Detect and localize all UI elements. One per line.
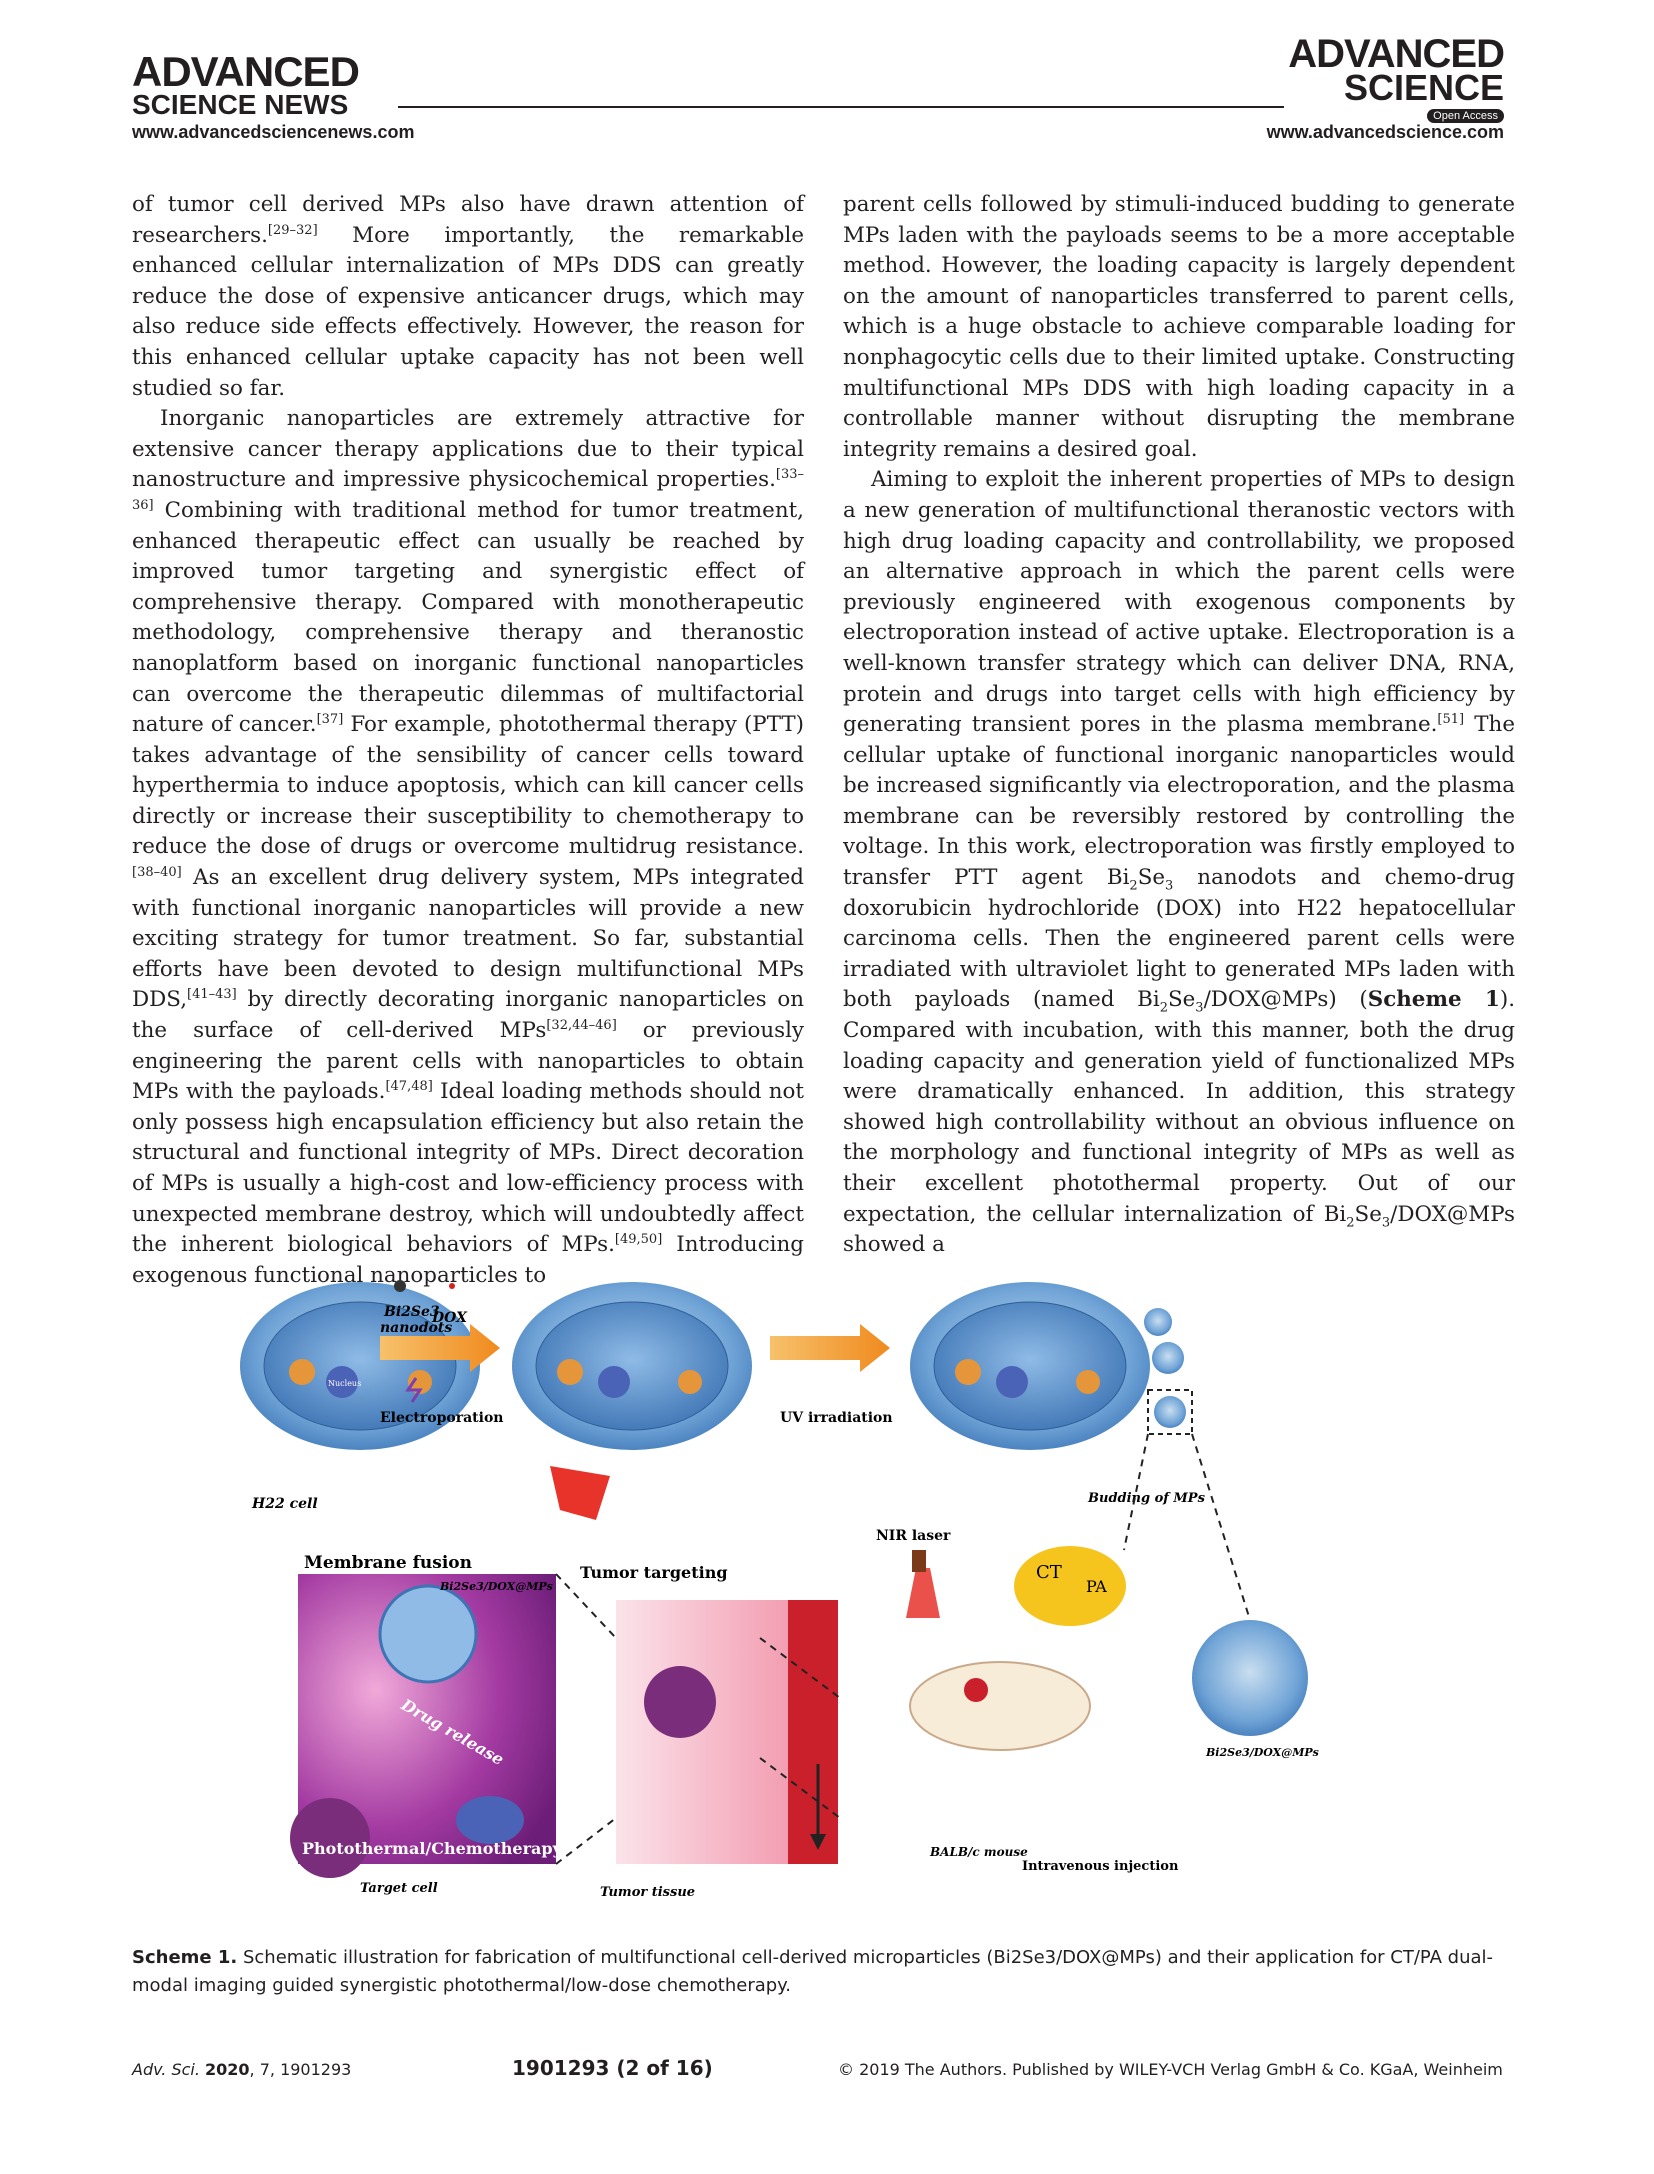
text-run: As an excellent drug delivery system, MP… [132, 865, 804, 1013]
nir-laser-label: NIR laser [876, 1528, 951, 1544]
subscript: 3 [1381, 1214, 1391, 1230]
caption-text: Schematic illustration for fabrication o… [132, 1947, 1494, 1996]
page-number: 1901293 (2 of 16) [512, 2056, 713, 2080]
uv-label: UV irradiation [780, 1410, 893, 1426]
text-run: Ideal loading methods should not only po… [132, 1079, 804, 1258]
copyright: © 2019 The Authors. Published by WILEY-V… [838, 2060, 1503, 2079]
mouse-panel: CT PA BALB/c mouse Intravenous injection… [906, 1546, 1319, 1874]
text-run: Se [1167, 987, 1196, 1013]
journal-brand-line1: ADVANCED [1288, 32, 1505, 76]
caption-label: Scheme 1. [132, 1947, 238, 1968]
text-run: Introducing exogenous functional nanopar… [132, 1232, 804, 1288]
text-run: nanodots and chemo-drug doxorubicin hydr… [843, 865, 1515, 1013]
tumor-tissue-panel: Tumor targeting Tumor tissue [580, 1563, 838, 1900]
electroporation-step: Bi2Se3 nanodots DOX Electroporation [380, 1280, 503, 1426]
text-run: /DOX@MPs showed a [843, 1201, 1515, 1258]
right-paragraph: parent cells followed by stimuli-induced… [843, 190, 1515, 465]
engineered-cell [512, 1282, 752, 1450]
membrane-fusion-label: Membrane fusion [304, 1553, 472, 1573]
budding-cell [910, 1282, 1193, 1450]
text-run: For example, photothermal therapy (PTT) … [132, 712, 804, 860]
brand-line1: ADVANCED [132, 48, 360, 95]
mouse-icon [909, 1661, 1091, 1751]
text-run: /DOX@MPs) ( [1203, 987, 1368, 1013]
citation-ref[interactable]: [38–40] [132, 864, 182, 880]
text-run: Inorganic nanoparticles are extremely at… [132, 406, 804, 493]
mps-fusion-label: Bi2Se3/DOX@MPs [439, 1580, 553, 1593]
journal-abbrev: Adv. Sci. [132, 2060, 200, 2079]
tumor-targeting-label: Tumor targeting [580, 1563, 728, 1582]
left-paragraph: Inorganic nanoparticles are extremely at… [132, 404, 804, 1291]
mouse-label: BALB/c mouse [929, 1845, 1028, 1859]
text-run: Se [1137, 865, 1166, 891]
pa-label: PA [1086, 1577, 1107, 1596]
left-text-column: of tumor cell derived MPs also have draw… [132, 190, 804, 1291]
text-run: More importantly, the remarkable enhance… [132, 222, 804, 401]
target-cell-panel: Membrane fusion Bi2Se3/DOX@MPs Drug rele… [290, 1553, 563, 1896]
budding-label: Budding of MPs [1087, 1491, 1206, 1506]
tumor-tissue-label: Tumor tissue [600, 1885, 695, 1900]
text-run: parent cells followed by stimuli-induced… [843, 192, 1515, 462]
citation-ref[interactable]: [29–32] [267, 222, 318, 238]
mp-closeup [1192, 1620, 1308, 1736]
h22-cell-label: H22 cell [251, 1496, 318, 1512]
citation-volume: , 7, 1901293 [249, 2060, 352, 2079]
citation-ref[interactable]: [33–36] [132, 467, 804, 513]
subscript: 3 [1195, 1000, 1204, 1016]
citation-year: 2020 [205, 2060, 250, 2079]
dox-label: DOX [431, 1310, 468, 1326]
citation-ref[interactable]: [51] [1437, 711, 1465, 727]
red-wedge [550, 1466, 610, 1520]
citation-ref[interactable]: [32,44–46] [546, 1017, 617, 1033]
subscript: 2 [1346, 1214, 1355, 1230]
text-run: Combining with traditional method for tu… [132, 497, 804, 738]
text-run: ). Compared with incubation, with this m… [843, 987, 1515, 1227]
target-cell-label: Target cell [360, 1881, 438, 1896]
electroporation-label: Electroporation [380, 1410, 503, 1426]
text-run: Scheme 1 [1367, 987, 1500, 1013]
right-paragraph: Aiming to exploit the inherent propertie… [843, 465, 1515, 1260]
pt-chemo-label: Photothermal/Chemotherapy [302, 1839, 563, 1858]
open-access-badge: Open Access [1427, 109, 1504, 123]
header-rule [398, 106, 1284, 108]
scheme-1-figure: Nucleus Bi2Se3 nanodots DOX Electroporat… [240, 1278, 1450, 1928]
citation-ref[interactable]: [37] [316, 711, 344, 727]
h22-cell: Nucleus [240, 1282, 480, 1450]
imaging-badge [1014, 1546, 1126, 1626]
subscript: 2 [1159, 1000, 1168, 1016]
dashed-connectors [555, 1433, 1251, 1865]
subscript: 3 [1165, 878, 1174, 894]
text-run: Se [1354, 1201, 1382, 1227]
text-run: by directly decorating inorganic nanopar… [132, 987, 804, 1044]
bi2se3-label: Bi2Se3 [383, 1304, 440, 1320]
journal-brand-line2: SCIENCE [1343, 67, 1504, 108]
journal-logo-right: ADVANCED SCIENCE Open Access [1288, 32, 1505, 123]
text-run: of tumor cell derived MPs also have draw… [132, 192, 804, 248]
left-paragraph: of tumor cell derived MPs also have draw… [132, 190, 804, 404]
subscript: 2 [1129, 878, 1138, 894]
ct-label: CT [1036, 1562, 1062, 1583]
nanodots-label: nanodots [380, 1320, 452, 1336]
text-run: Aiming to exploit the inherent propertie… [843, 467, 1515, 738]
citation-ref[interactable]: [41–43] [187, 987, 237, 1003]
text-run: The cellular uptake of functional inorga… [843, 712, 1515, 891]
journal-url[interactable]: www.advancedscience.com [1266, 122, 1504, 142]
publisher-url[interactable]: www.advancedsciencenews.com [132, 122, 415, 142]
publisher-logo-left: ADVANCED SCIENCE NEWS [132, 48, 392, 120]
uv-step: UV irradiation [770, 1324, 893, 1426]
right-text-column: parent cells followed by stimuli-induced… [843, 190, 1515, 1261]
text-run: or previously engineering the parent cel… [132, 1018, 804, 1105]
injection-label: Intravenous injection [1022, 1859, 1179, 1874]
brand-line2: SCIENCE NEWS [132, 89, 349, 120]
citation-ref[interactable]: [47,48] [385, 1079, 433, 1095]
mps-right-label: Bi2Se3/DOX@MPs [1205, 1746, 1319, 1759]
scheme-caption: Scheme 1. Schematic illustration for fab… [132, 1944, 1516, 2000]
citation: Adv. Sci. 2020, 7, 1901293 [132, 2060, 351, 2079]
citation-ref[interactable]: [49,50] [614, 1232, 663, 1248]
nucleus-label: Nucleus [328, 1379, 361, 1388]
